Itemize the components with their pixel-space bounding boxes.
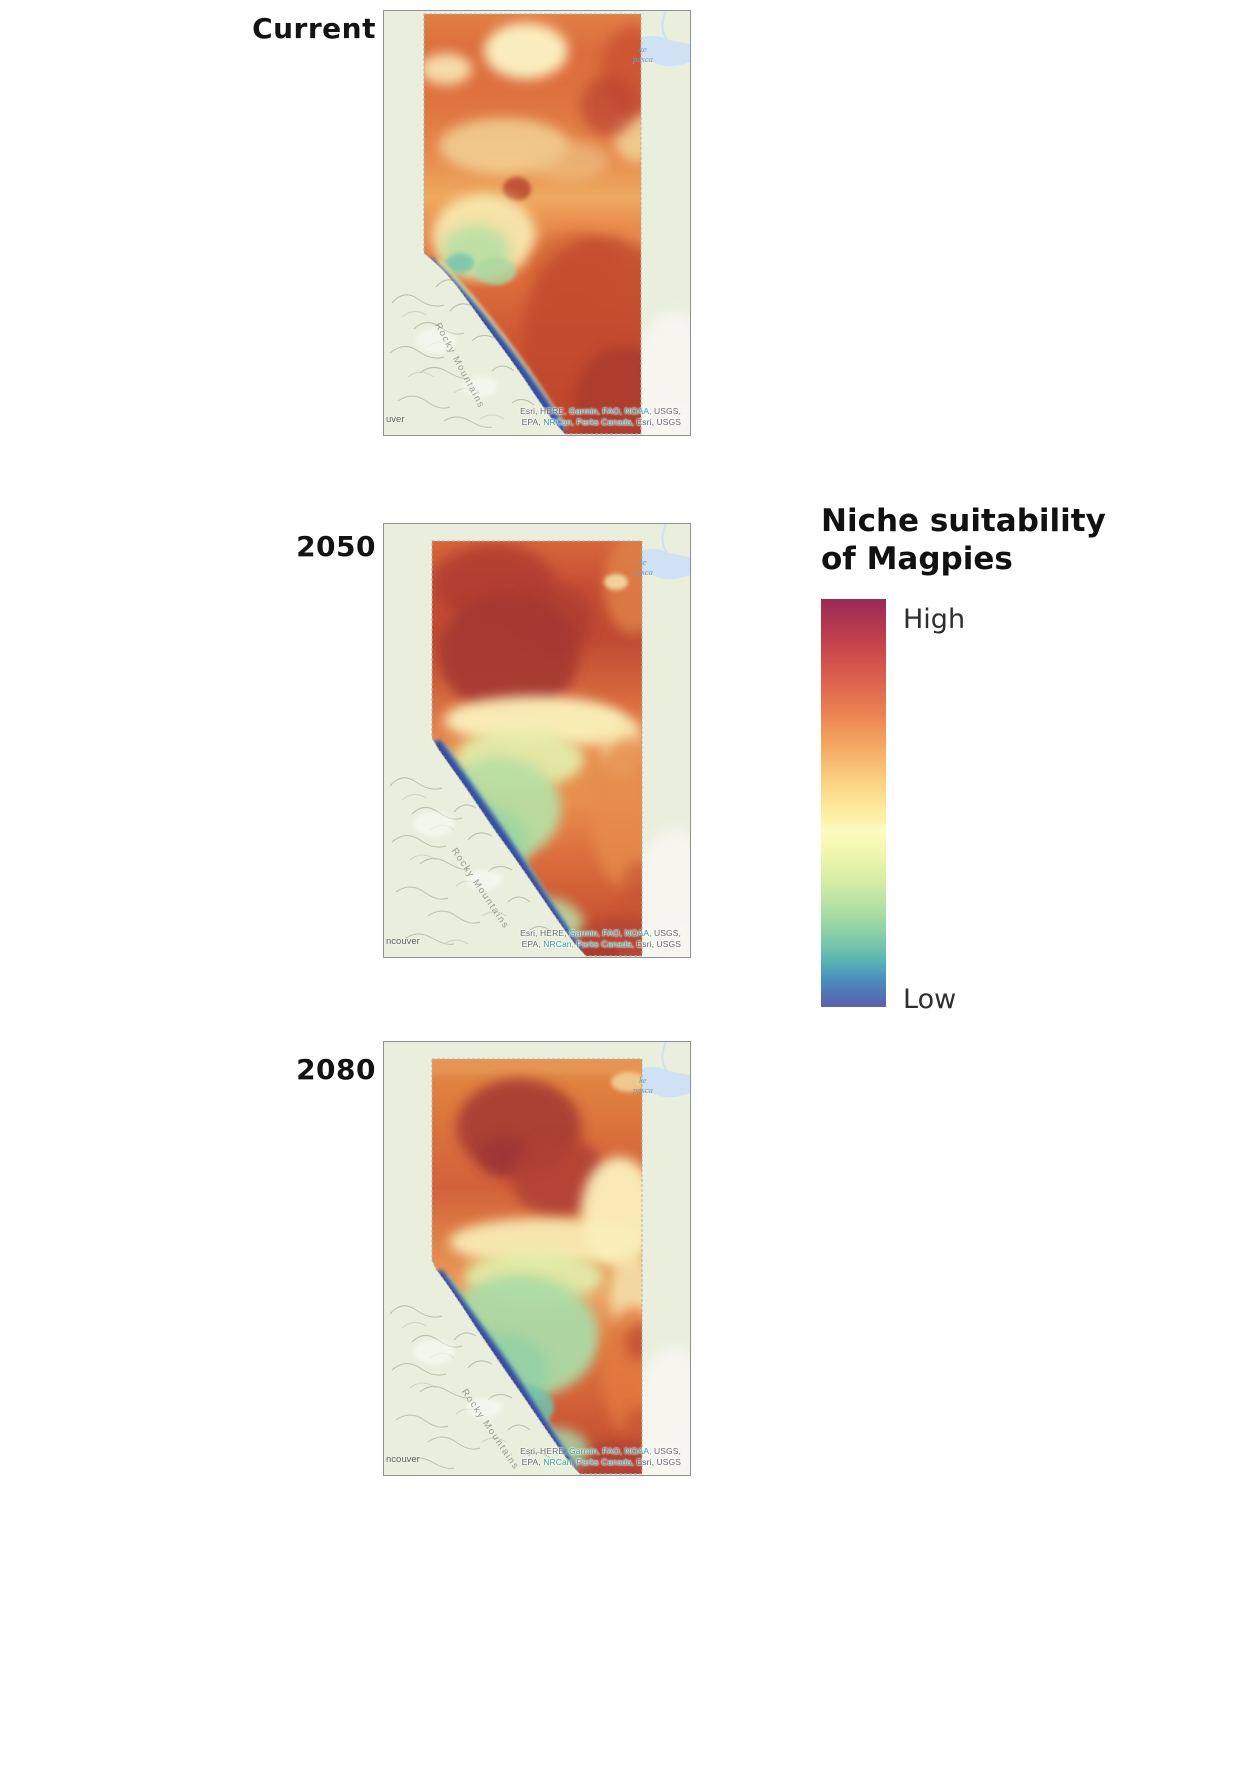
panel-title-current: Current [252,12,376,45]
map-panel-2080: ke pasca Rocky Mountains ncouver Esri, H… [383,1041,691,1476]
map-attribution: Esri, HERE, Garmin, FAO, NOAA, USGS, EPA… [520,928,681,949]
raster-outline [431,1058,643,1475]
legend-colorbar [821,599,886,1007]
raster-outline [423,13,642,435]
lake-athabasca-label: ke pasca [633,44,653,64]
map-panel-2050: ke basca Rocky Mountains ncouver Esri, H… [383,523,691,958]
lake-shape [628,1066,690,1098]
legend-low-label: Low [903,984,957,1015]
suitability-raster-current [424,14,641,434]
map-attribution: Esri, HERE, Garmin, FAO, NOAA, USGS, EPA… [520,1446,681,1467]
legend-title-line2: of Magpies [821,541,1013,577]
map-panel-current: ke pasca Rocky Mountains uver Esri, HERE… [383,10,691,436]
vancouver-label: uver [386,414,405,425]
vancouver-label: ncouver [386,1454,420,1465]
mountain-relief [389,279,535,428]
map-canvas-current [384,11,690,435]
map-canvas-2080 [384,1042,690,1475]
legend-high-label: High [903,604,966,635]
map-attribution: Esri, HERE, Garmin, FAO, NOAA, USGS, EPA… [520,406,681,427]
lake-athabasca-label: ke pasca [633,1075,653,1095]
panel-title-2050: 2050 [296,530,376,563]
lake-shape [628,35,690,67]
map-canvas-2050 [384,524,690,957]
legend-title-line1: Niche suitability [821,503,1106,539]
raster-outline [431,540,643,957]
mountain-relief [389,777,553,945]
panel-title-2080: 2080 [296,1053,376,1086]
lake-athabasca-label: ke basca [633,557,653,577]
lake-shape [628,548,690,580]
mountain-relief [389,1305,551,1469]
vancouver-label: ncouver [386,936,420,947]
